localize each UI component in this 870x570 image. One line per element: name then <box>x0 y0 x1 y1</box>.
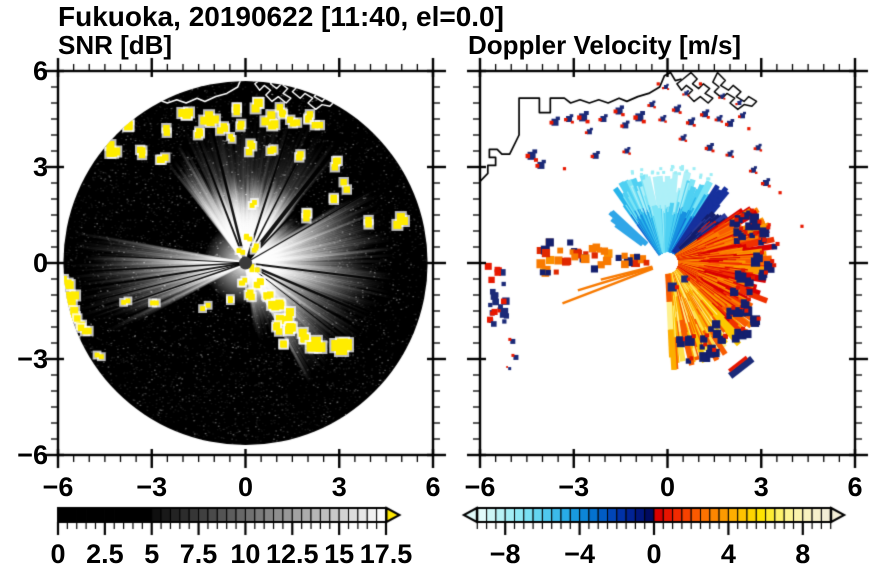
radar-figure: Fukuoka, 20190622 [11:40, el=0.0] SNR [d… <box>0 0 870 570</box>
radar-plot-canvas <box>0 0 870 570</box>
